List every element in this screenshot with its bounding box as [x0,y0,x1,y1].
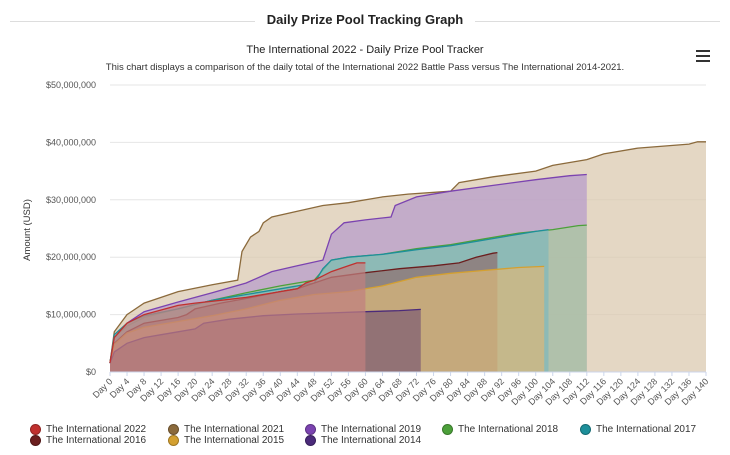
legend-item[interactable]: The International 2022 [30,424,146,436]
y-tick-label: $10,000,000 [46,310,96,320]
series-line [109,173,587,363]
legend-item[interactable]: The International 2014 [305,435,421,447]
legend-swatch-icon [30,424,41,435]
y-tick-label: $30,000,000 [46,195,96,205]
hamburger-menu-icon[interactable] [696,50,710,62]
legend-label: The International 2014 [321,435,422,446]
chart-subtitle: This chart displays a comparison of the … [105,62,625,73]
legend-item[interactable]: The International 2017 [580,424,696,436]
legend-item[interactable]: The International 2019 [305,424,421,436]
series-area [110,262,366,372]
y-tick-label: $0 [86,367,96,377]
legend-item[interactable]: The International 2021 [168,424,284,436]
page-title: Daily Prize Pool Tracking Graph [0,12,730,27]
y-tick-label: $40,000,000 [46,137,96,147]
legend-item[interactable]: The International 2015 [168,435,284,447]
legend-item[interactable]: The International 2016 [30,435,146,447]
header-rule-right [468,21,720,22]
series-line [109,262,366,363]
legend-label: The International 2015 [184,435,285,446]
legend-item[interactable]: The International 2018 [442,424,558,436]
y-tick-label: $50,000,000 [46,80,96,90]
series-line [109,141,706,363]
legend-swatch-icon [168,435,179,446]
chart-title: The International 2022 - Daily Prize Poo… [246,44,484,56]
y-axis: $0 $10,000,000 $20,000,000 $30,000,000 $40,0… [46,80,96,377]
legend-swatch-icon [30,435,41,446]
legend-label: The International 2021 [184,424,285,435]
legend-label: The International 2022 [46,424,147,435]
legend-label: The International 2016 [46,435,147,446]
page-title-text: Daily Prize Pool Tracking Graph [254,12,476,27]
legend-swatch-icon [305,424,316,435]
header-rule-left [10,21,260,22]
page-header: Daily Prize Pool Tracking Graph [0,0,730,42]
legend-swatch-icon [442,424,453,435]
series-areas [109,141,706,372]
legend-label: The International 2019 [321,424,422,435]
y-axis-label: Amount (USD) [22,199,33,261]
legend-label: The International 2018 [458,424,559,435]
legend-swatch-icon [580,424,591,435]
legend-swatch-icon [168,424,179,435]
legend-swatch-icon [305,435,316,446]
y-tick-label: $20,000,000 [46,252,96,262]
legend-label: The International 2017 [596,424,697,435]
